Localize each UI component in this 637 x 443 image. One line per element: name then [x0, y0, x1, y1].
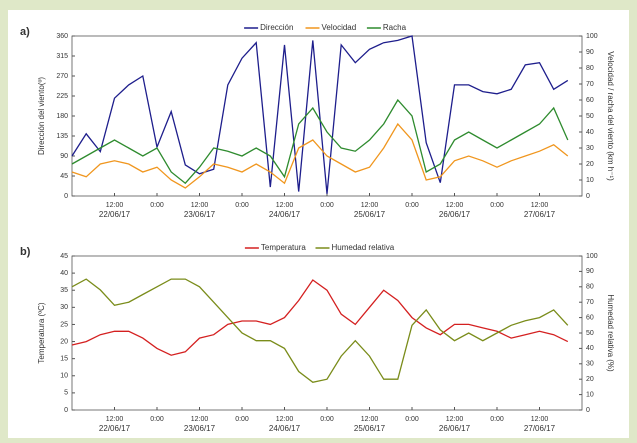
y2-tick-label: 20: [586, 376, 594, 383]
x-tick-label: 12:00: [446, 416, 464, 423]
date-label: 24/06/17: [269, 424, 301, 433]
date-label: 23/06/17: [184, 210, 216, 219]
x-tick-label: 12:00: [361, 202, 379, 209]
y-tick-label: 135: [56, 133, 68, 140]
y2-tick-label: 30: [586, 361, 594, 368]
panel-label: b): [20, 246, 31, 258]
x-tick-label: 12:00: [276, 416, 294, 423]
y2-tick-label: 80: [586, 65, 594, 72]
x-tick-label: 0:00: [490, 202, 504, 209]
series-line: [71, 278, 569, 383]
y-tick-label: 360: [56, 33, 68, 40]
x-tick-label: 0:00: [490, 416, 504, 423]
y-tick-label: 315: [56, 53, 68, 60]
y-tick-label: 270: [56, 73, 68, 80]
y2-tick-label: 100: [586, 33, 598, 40]
x-tick-label: 12:00: [191, 202, 209, 209]
date-label: 23/06/17: [184, 424, 216, 433]
figure-background: [8, 10, 629, 438]
y-tick-label: 45: [60, 253, 68, 260]
x-tick-label: 0:00: [405, 416, 419, 423]
y2-tick-label: 90: [586, 49, 594, 56]
y2-tick-label: 90: [586, 268, 594, 275]
x-tick-label: 12:00: [361, 416, 379, 423]
y-tick-label: 0: [64, 193, 68, 200]
date-label: 22/06/17: [99, 424, 131, 433]
y-axis-title: Temperatura (ºC): [37, 302, 46, 363]
date-label: 26/06/17: [439, 424, 471, 433]
y2-tick-label: 60: [586, 314, 594, 321]
y2-tick-label: 80: [586, 284, 594, 291]
y2-tick-label: 10: [586, 391, 594, 398]
series-line: [71, 35, 569, 194]
x-tick-label: 12:00: [191, 416, 209, 423]
x-tick-label: 12:00: [531, 202, 549, 209]
series-line: [71, 122, 569, 189]
date-label: 25/06/17: [354, 210, 386, 219]
x-tick-label: 0:00: [405, 202, 419, 209]
y-tick-label: 20: [60, 338, 68, 345]
y2-axis-title: Velocidad / racha del viento (km h⁻¹): [606, 51, 615, 181]
y-tick-label: 25: [60, 321, 68, 328]
series-line: [71, 98, 569, 185]
y-tick-label: 10: [60, 373, 68, 380]
y2-tick-label: 60: [586, 97, 594, 104]
x-tick-label: 0:00: [320, 202, 334, 209]
legend-label: Temperatura: [261, 243, 306, 252]
date-label: 25/06/17: [354, 424, 386, 433]
y2-tick-label: 20: [586, 161, 594, 168]
x-tick-label: 0:00: [235, 202, 249, 209]
y2-tick-label: 30: [586, 145, 594, 152]
x-tick-label: 12:00: [531, 416, 549, 423]
legend-label: Velocidad: [322, 23, 357, 32]
y-tick-label: 15: [60, 356, 68, 363]
date-label: 24/06/17: [269, 210, 301, 219]
date-label: 27/06/17: [524, 424, 556, 433]
series-line: [71, 279, 569, 356]
y2-tick-label: 0: [586, 193, 590, 200]
x-tick-label: 0:00: [235, 416, 249, 423]
y2-tick-label: 10: [586, 177, 594, 184]
y-tick-label: 225: [56, 93, 68, 100]
y2-tick-label: 100: [586, 253, 598, 260]
y-tick-label: 180: [56, 113, 68, 120]
y2-axis-title: Humedad relativa (%): [606, 294, 615, 372]
y-tick-label: 45: [60, 173, 68, 180]
y2-tick-label: 50: [586, 330, 594, 337]
y2-tick-label: 0: [586, 407, 590, 414]
x-tick-label: 0:00: [320, 416, 334, 423]
y-axis-title: Dirección del viento(º): [37, 77, 46, 155]
y-tick-label: 30: [60, 304, 68, 311]
y-tick-label: 0: [64, 407, 68, 414]
date-label: 26/06/17: [439, 210, 471, 219]
legend-label: Humedad relativa: [332, 243, 395, 252]
x-tick-label: 0:00: [150, 202, 164, 209]
x-tick-label: 0:00: [150, 416, 164, 423]
y2-tick-label: 50: [586, 113, 594, 120]
panel-label: a): [20, 26, 30, 38]
x-tick-label: 12:00: [106, 202, 124, 209]
legend-label: Dirección: [260, 23, 293, 32]
x-tick-label: 12:00: [446, 202, 464, 209]
date-label: 22/06/17: [99, 210, 131, 219]
y-tick-label: 40: [60, 270, 68, 277]
y-tick-label: 5: [64, 390, 68, 397]
legend-label: Racha: [383, 23, 407, 32]
x-tick-label: 12:00: [106, 416, 124, 423]
y2-tick-label: 40: [586, 129, 594, 136]
y-tick-label: 35: [60, 287, 68, 294]
y2-tick-label: 70: [586, 299, 594, 306]
y2-tick-label: 40: [586, 345, 594, 352]
y2-tick-label: 70: [586, 81, 594, 88]
x-tick-label: 12:00: [276, 202, 294, 209]
y-tick-label: 90: [60, 153, 68, 160]
date-label: 27/06/17: [524, 210, 556, 219]
